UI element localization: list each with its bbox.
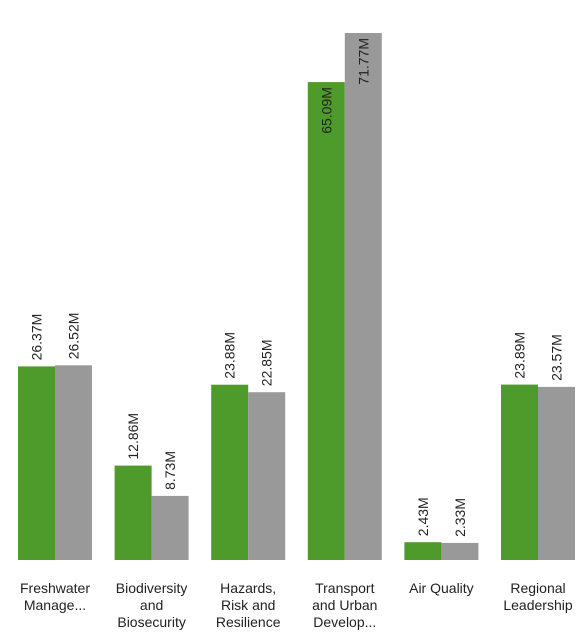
bar-series2-3: [248, 392, 286, 560]
category-label-1-line-2: Manage...: [24, 597, 86, 613]
data-label-series1-4: 65.09M: [318, 87, 334, 134]
bar-series2-5: [441, 542, 479, 560]
category-label-2-line-2: and: [140, 597, 163, 613]
category-label-5-line-1: Air Quality: [409, 580, 474, 596]
bar-series1-5: [404, 542, 442, 560]
bar-series1-2: [114, 465, 152, 560]
data-label-series1-5: 2.43M: [415, 497, 431, 536]
bar-series1-3: [211, 384, 249, 560]
category-label-1-line-1: Freshwater: [20, 580, 90, 596]
data-label-series1-1: 26.37M: [29, 314, 45, 361]
category-label-6-line-1: Regional: [510, 580, 565, 596]
data-label-series1-3: 23.88M: [222, 332, 238, 379]
data-label-series2-5: 2.33M: [452, 498, 468, 537]
category-label-4-line-3: Develop...: [313, 614, 376, 630]
category-label-3-line-2: Risk and: [221, 597, 275, 613]
category-label-3-line-3: Resilience: [216, 614, 281, 630]
bar-series2-4: [344, 33, 382, 560]
bar-series1-1: [18, 366, 55, 560]
bar-series2-1: [55, 365, 92, 560]
data-label-series1-2: 12.86M: [125, 413, 141, 460]
data-label-series2-4: 71.77M: [355, 38, 371, 85]
category-label-2-line-3: Biosecurity: [117, 614, 185, 630]
category-label-4-line-2: and Urban: [312, 597, 377, 613]
category-label-2-line-1: Biodiversity: [116, 580, 188, 596]
data-label-series2-6: 23.57M: [549, 334, 565, 381]
data-label-series1-6: 23.89M: [512, 332, 528, 379]
bar-series1-6: [501, 384, 538, 560]
category-label-6-line-2: Leadership: [503, 597, 572, 613]
category-label-4-line-1: Transport: [315, 580, 375, 596]
data-label-series2-2: 8.73M: [162, 451, 178, 490]
bar-series2-6: [538, 386, 575, 560]
data-label-series2-3: 22.85M: [259, 339, 275, 386]
category-label-3-line-1: Hazards,: [220, 580, 276, 596]
data-label-series2-1: 26.52M: [66, 313, 82, 360]
bar-series2-2: [151, 495, 189, 560]
bar-series1-4: [307, 82, 345, 560]
